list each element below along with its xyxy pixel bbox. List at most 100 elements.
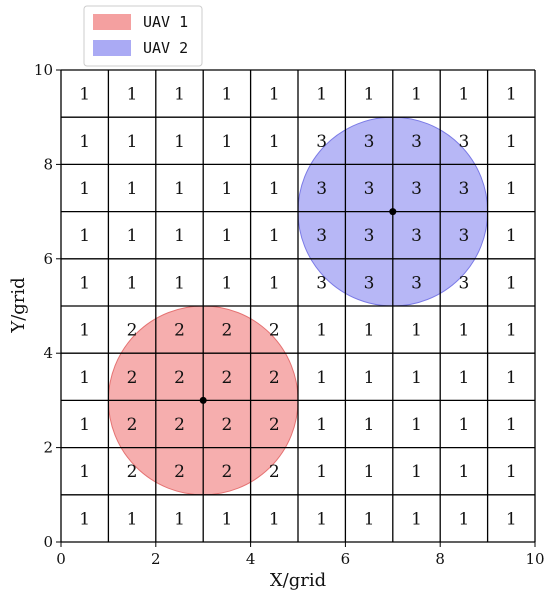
cell-value: 1: [458, 509, 469, 529]
y-axis-title: Y/grid: [8, 277, 29, 333]
cell-labels: 1 1 1 1 1 1 1 1 1 1 1 1 1 1 1 3 3 3 3 1 1 1 1 1 1 3 3 3 3 1 1 1 1 1 1 3 3 3 3 1…: [79, 85, 516, 530]
x-tick-label: 6: [341, 550, 351, 568]
cell-value: 1: [174, 273, 185, 293]
cell-value: 1: [506, 509, 517, 529]
cell-value: 1: [127, 509, 138, 529]
cell-value: 1: [506, 462, 517, 482]
cell-value: 3: [411, 273, 422, 293]
cell-value: 1: [411, 368, 422, 388]
cell-value: 1: [411, 85, 422, 105]
cell-value: 2: [174, 368, 185, 388]
legend-swatch-uav1: [93, 14, 131, 30]
cell-value: 1: [458, 415, 469, 435]
cell-value: 1: [506, 321, 517, 341]
legend-label-uav1: UAV 1: [143, 13, 188, 31]
cell-value: 1: [79, 368, 90, 388]
cell-value: 1: [411, 509, 422, 529]
cell-value: 2: [269, 462, 280, 482]
cell-value: 2: [221, 368, 232, 388]
cell-value: 2: [221, 415, 232, 435]
cell-value: 3: [411, 179, 422, 199]
grid-lines: [60, 69, 536, 543]
cell-value: 1: [506, 273, 517, 293]
cell-value: 1: [316, 368, 327, 388]
cell-value: 3: [458, 179, 469, 199]
cell-value: 1: [506, 368, 517, 388]
cell-value: 1: [79, 226, 90, 246]
cell-value: 2: [127, 321, 138, 341]
cell-value: 1: [127, 226, 138, 246]
uav-center-point-1: [199, 396, 207, 404]
cell-value: 2: [174, 321, 185, 341]
cell-value: 1: [506, 132, 517, 152]
cell-value: 1: [316, 509, 327, 529]
cell-value: 1: [269, 273, 280, 293]
cell-value: 1: [79, 132, 90, 152]
uav-center-point-2: [389, 208, 397, 216]
cell-value: 1: [458, 321, 469, 341]
cell-value: 1: [221, 226, 232, 246]
cell-value: 1: [79, 321, 90, 341]
cell-value: 1: [221, 273, 232, 293]
x-tick-label: 0: [56, 550, 66, 568]
cell-value: 1: [79, 179, 90, 199]
cell-value: 2: [269, 321, 280, 341]
cell-value: 1: [269, 509, 280, 529]
cell-value: 2: [269, 368, 280, 388]
x-tick-label: 8: [435, 550, 445, 568]
legend-swatch-uav2: [93, 40, 131, 56]
cell-value: 3: [364, 273, 375, 293]
cell-value: 1: [174, 179, 185, 199]
cell-value: 1: [316, 321, 327, 341]
cell-value: 3: [316, 132, 327, 152]
cell-value: 1: [127, 85, 138, 105]
x-tick-label: 10: [525, 550, 544, 568]
y-tick-label: 0: [43, 533, 53, 551]
cell-value: 1: [127, 273, 138, 293]
cell-value: 1: [221, 132, 232, 152]
x-tick-label: 4: [246, 550, 256, 568]
cell-value: 1: [269, 132, 280, 152]
cell-value: 3: [316, 179, 327, 199]
cell-value: 1: [411, 321, 422, 341]
cell-value: 3: [316, 273, 327, 293]
cell-value: 1: [316, 85, 327, 105]
cell-value: 2: [127, 462, 138, 482]
x-tick-label: 2: [151, 550, 161, 568]
cell-value: 1: [174, 509, 185, 529]
cell-value: 3: [364, 132, 375, 152]
cell-value: 2: [221, 462, 232, 482]
cell-value: 1: [364, 368, 375, 388]
cell-value: 3: [316, 226, 327, 246]
cell-value: 3: [364, 226, 375, 246]
cell-value: 2: [174, 462, 185, 482]
cell-value: 1: [364, 509, 375, 529]
cell-value: 2: [269, 415, 280, 435]
cell-value: 1: [174, 85, 185, 105]
uav-centers: [199, 208, 397, 404]
cell-value: 1: [364, 321, 375, 341]
axis-ticks: 0 2 4 6 8 10 0 2 4 6 8 10: [34, 61, 545, 568]
y-tick-label: 10: [34, 61, 53, 79]
cell-value: 1: [127, 132, 138, 152]
cell-value: 3: [458, 226, 469, 246]
cell-value: 1: [269, 85, 280, 105]
y-tick-label: 4: [43, 344, 53, 362]
cell-value: 3: [458, 273, 469, 293]
cell-value: 1: [506, 85, 517, 105]
cell-value: 1: [316, 462, 327, 482]
cell-value: 1: [269, 226, 280, 246]
cell-value: 1: [221, 179, 232, 199]
y-tick-label: 2: [43, 439, 53, 457]
cell-value: 1: [79, 415, 90, 435]
legend-label-uav2: UAV 2: [143, 39, 188, 57]
legend: UAV 1 UAV 2: [83, 5, 203, 67]
y-tick-label: 6: [43, 250, 53, 268]
cell-value: 1: [79, 85, 90, 105]
cell-value: 1: [506, 226, 517, 246]
cell-value: 3: [411, 226, 422, 246]
cell-value: 1: [316, 415, 327, 435]
cell-value: 2: [127, 415, 138, 435]
cell-value: 1: [221, 509, 232, 529]
